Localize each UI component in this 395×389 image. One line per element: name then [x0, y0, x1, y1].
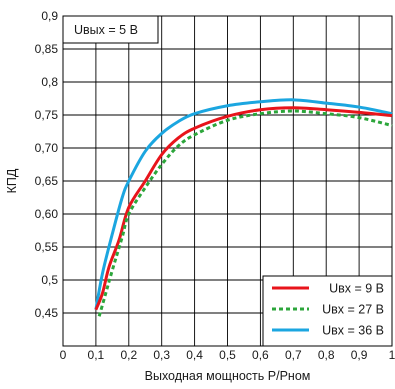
x-tick-label: 0,2: [120, 348, 137, 362]
x-tick-label: 0,7: [285, 348, 302, 362]
annotation-frame: [62, 15, 159, 44]
y-tick-label: 0,5: [41, 273, 58, 287]
legend-label: Uвх = 27 В: [322, 303, 384, 317]
x-tick-label: 0,8: [318, 348, 335, 362]
legend-label: Uвх = 9 В: [329, 282, 384, 296]
y-tick-label: 0,45: [35, 306, 59, 320]
series-lines: [94, 98, 393, 317]
y-tick-label: 0,60: [35, 207, 59, 221]
y-tick-label: 0,55: [35, 240, 59, 254]
series-line-3: [94, 98, 393, 310]
x-tick-label: 0,5: [219, 348, 236, 362]
y-tick-label: 0,65: [35, 174, 59, 188]
tick-labels: 0 0,1 0,2 0,3 0,4 0,5 0,6 0,7 0,8 0,9 1 0,45 0,5 0,55…: [35, 9, 395, 362]
x-tick-label: 0,6: [252, 348, 269, 362]
x-tick-label: 0,1: [88, 348, 105, 362]
x-tick-label: 1: [389, 348, 395, 362]
annotation-text: Uвых = 5 В: [74, 23, 138, 37]
x-tick-label: 0,3: [153, 348, 170, 362]
y-tick-label: 0,70: [35, 141, 59, 155]
annotation-box: Uвых = 5 В: [62, 15, 159, 44]
legend-label: Uвх = 36 В: [322, 324, 384, 338]
y-tick-label: 0,9: [41, 9, 58, 23]
y-axis-label: КПД: [5, 168, 19, 193]
x-tick-label: 0,4: [186, 348, 203, 362]
y-tick-label: 0,75: [35, 108, 59, 122]
x-tick-label: 0,9: [351, 348, 368, 362]
y-tick-label: 0,85: [35, 42, 59, 56]
series-line-1: [94, 106, 393, 311]
x-axis-label: Выходная мощность Р/Рном: [145, 369, 311, 383]
x-tick-label: 0: [60, 348, 67, 362]
plot-frame: [62, 15, 393, 347]
y-tick-label: 0,8: [41, 75, 58, 89]
legend: Uвх = 9 В Uвх = 27 В Uвх = 36 В: [262, 275, 393, 347]
series-line-2: [97, 109, 393, 317]
